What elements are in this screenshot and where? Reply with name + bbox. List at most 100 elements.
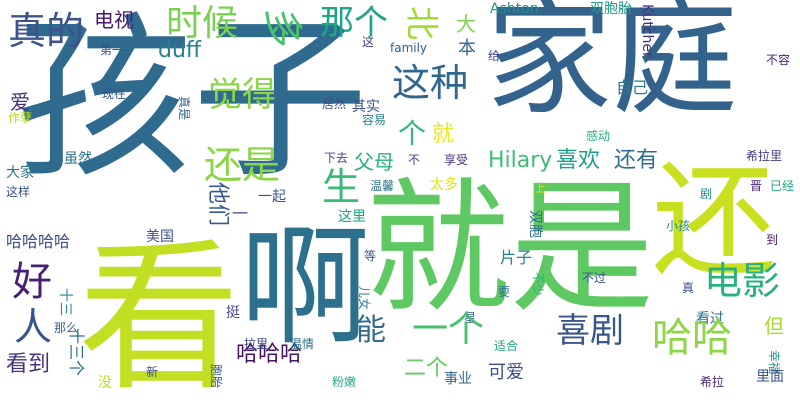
word: 晋 (750, 179, 763, 193)
word: 一起 (258, 189, 286, 205)
word: 多 (259, 8, 305, 48)
word: 希拉 (700, 375, 725, 389)
word: 没 (98, 375, 112, 391)
word: 那个 (320, 3, 388, 43)
word: 时候 (166, 3, 239, 44)
word: 给 (488, 49, 501, 63)
word: 啊 (240, 211, 371, 363)
word: 享受 (444, 153, 469, 167)
word: family (390, 41, 428, 55)
word: 居然 (322, 97, 347, 111)
word: 美国 (146, 229, 174, 245)
word: 还有 (614, 148, 659, 173)
word: 适合 (494, 339, 519, 353)
word: 生 (322, 165, 361, 209)
word: 不容 (766, 53, 791, 67)
word: 事业 (444, 371, 472, 387)
word: 不 (408, 153, 421, 167)
word: 希拉里 (746, 149, 783, 163)
word: 粉嫩 (332, 375, 357, 389)
word: 二个 (404, 356, 449, 381)
word: 其实 (352, 99, 380, 115)
word: 这样 (6, 185, 31, 199)
word: 那么 (54, 321, 79, 335)
word: 大家 (6, 165, 34, 181)
word: 到 (766, 233, 779, 247)
word: Hilary (488, 148, 553, 173)
word: 片子 (500, 248, 533, 267)
word: 个 (398, 117, 427, 150)
word: 这里 (338, 209, 366, 225)
word: 一 (232, 204, 249, 223)
word: 不少 (531, 272, 545, 297)
word: Ashton (490, 1, 539, 17)
word: 哈哈 (652, 315, 732, 361)
word: 父母 (354, 150, 394, 174)
word: 十三个 (67, 328, 86, 377)
word: 家庭 (486, 0, 738, 132)
word: 双胞胎 (590, 1, 632, 17)
word: 喜欢 (556, 148, 601, 173)
word: 太多 (430, 177, 458, 193)
word: 还是 (204, 143, 281, 187)
word: 新 (146, 365, 159, 379)
word: 下去 (324, 151, 349, 165)
word: 真是 (177, 96, 191, 121)
word: 第一 (100, 43, 125, 57)
word: 虽然 (64, 151, 92, 167)
word: 上 (534, 181, 547, 195)
word: 挺 (226, 305, 240, 321)
word: 觉得 (208, 75, 276, 115)
word: 自己 (616, 78, 649, 97)
word: 还 (652, 150, 777, 294)
word: 可爱 (488, 362, 524, 383)
word: 儿女 (357, 286, 371, 311)
word: 他们 (205, 182, 230, 227)
word: 但 (764, 314, 784, 338)
word: 双胞 (527, 210, 543, 238)
word: 一个 (412, 309, 485, 350)
word: 好 (12, 259, 52, 305)
word: 温情 (290, 337, 315, 351)
word: 电视 (94, 8, 134, 32)
word: 本 (458, 38, 476, 59)
word: 容易 (362, 113, 387, 127)
word: 这 (362, 35, 375, 49)
word: 星 (464, 311, 477, 325)
word: duff (158, 38, 202, 63)
word: 人 (14, 305, 53, 349)
word: 拉里 (244, 337, 269, 351)
word: 胞胎 (209, 364, 223, 389)
word: 作孽 (8, 111, 33, 125)
word: 看到 (6, 352, 51, 377)
word: 真 (682, 281, 695, 295)
word: 现在 (102, 87, 127, 101)
word: 就是 (366, 164, 655, 332)
word: 十三 (57, 288, 73, 316)
word: 爱 (10, 90, 30, 114)
word: 剧 (700, 187, 713, 201)
word: 看过 (696, 311, 724, 327)
word: 电影 (704, 259, 781, 303)
word: 已经 (770, 179, 795, 193)
word: 不过 (582, 271, 607, 285)
word: 里面 (756, 369, 784, 385)
word: 看 (78, 225, 240, 400)
word: 就 (432, 122, 455, 147)
word: 小孩 (666, 219, 691, 233)
word: 能 (356, 313, 386, 348)
word: 温馨 (370, 179, 395, 193)
word: 等 (364, 249, 377, 263)
word: 喜剧 (556, 311, 624, 351)
word: 哈哈哈 (236, 342, 303, 367)
word: 这种 (392, 61, 469, 105)
word: 北 (401, 6, 441, 40)
word: 哈哈哈哈 (6, 232, 71, 251)
word: 要 (498, 285, 511, 299)
word: Kutcher (639, 4, 655, 58)
word: 感动 (586, 129, 611, 143)
word: 大 (456, 12, 476, 36)
word: 孩子 (16, 0, 369, 202)
word: 真的 (8, 9, 85, 53)
